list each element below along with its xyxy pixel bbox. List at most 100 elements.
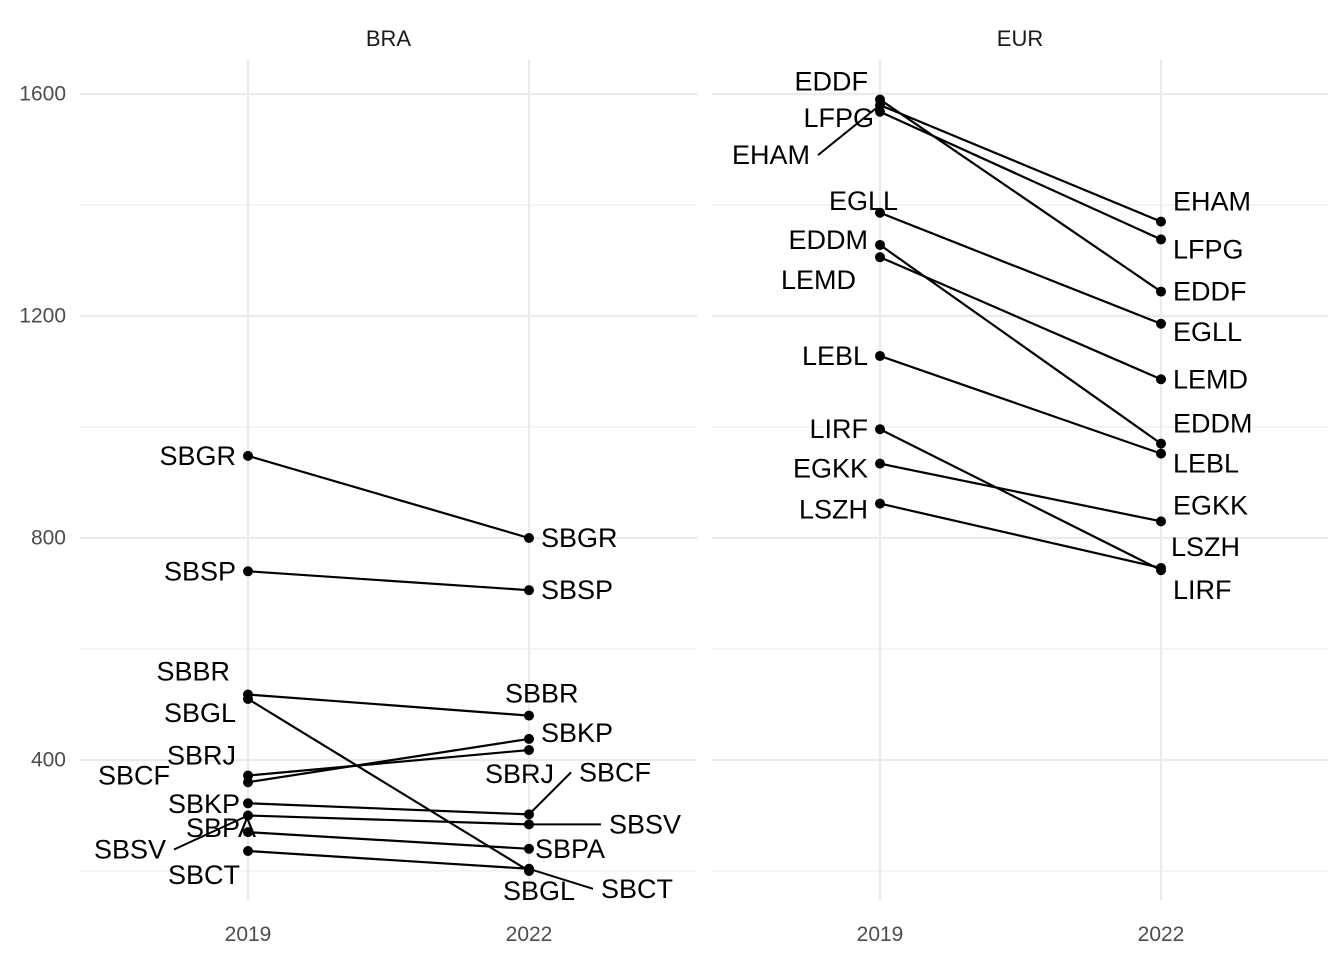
label-eddm-2019: EDDM — [789, 225, 869, 255]
label-lszh-2019: LSZH — [799, 495, 868, 525]
label-sbsp-2022: SBSP — [541, 575, 613, 605]
label-sbcf-2019: SBCF — [98, 760, 170, 790]
x-tick-label: 2022 — [506, 923, 553, 946]
point-egll-2022 — [1156, 318, 1166, 329]
point-lszh-2019 — [875, 498, 885, 509]
label-sbct-2022: SBCT — [601, 874, 673, 904]
slope-line-lirf — [879, 428, 1162, 572]
label-lfpg-2022: LFPG — [1173, 234, 1244, 264]
label-lszh-2022: LSZH — [1171, 532, 1240, 562]
point-sbpa-2022 — [524, 843, 534, 854]
label-lirf-2022: LIRF — [1173, 575, 1232, 605]
point-sbct-2019 — [243, 846, 253, 857]
x-tick-label: 2019 — [857, 923, 904, 946]
slope-line-sbpa — [247, 831, 530, 850]
label-lebl-2022: LEBL — [1173, 449, 1239, 479]
slope-line-sbgl — [247, 698, 530, 872]
label-egkk-2022: EGKK — [1173, 490, 1248, 520]
label-eddf-2019: EDDF — [795, 67, 869, 97]
label-leader — [173, 814, 249, 851]
point-sbgl-2019 — [243, 693, 253, 704]
slope-line-sbrj — [247, 748, 530, 777]
label-egkk-2019: EGKK — [793, 454, 868, 484]
label-sbrj-2022: SBRJ — [485, 759, 554, 789]
point-eddf-2022 — [1156, 286, 1166, 297]
point-lfpg-2022 — [1156, 234, 1166, 245]
label-sbpa-2022: SBPA — [535, 834, 605, 864]
point-lebl-2019 — [875, 350, 885, 361]
slope-line-sbkp — [247, 737, 530, 784]
point-lirf-2019 — [875, 424, 885, 435]
slope-line-sbct — [247, 849, 530, 870]
label-sbbr-2022: SBBR — [505, 679, 579, 709]
label-sbkp-2022: SBKP — [541, 718, 613, 748]
label-sbpa-2019: SBPA — [186, 813, 256, 843]
point-sbgr-2019 — [243, 450, 253, 461]
label-leader — [528, 771, 572, 816]
slope-line-lebl — [879, 354, 1162, 455]
point-sbsp-2022 — [524, 585, 534, 596]
point-sbsp-2019 — [243, 566, 253, 577]
label-sbgl-2022: SBGL — [503, 876, 575, 906]
point-sbpa-2019 — [243, 827, 253, 838]
panel-title-bra: BRA — [366, 26, 412, 51]
panel-title-eur: EUR — [997, 26, 1043, 51]
slope-line-sbcf — [247, 802, 530, 816]
y-tick-label: 1600 — [19, 83, 66, 106]
label-leader — [817, 104, 881, 156]
label-egll-2022: EGLL — [1173, 317, 1242, 347]
label-sbgr-2019: SBGR — [159, 441, 236, 471]
y-tick-label: 800 — [31, 527, 66, 550]
label-lebl-2019: LEBL — [802, 341, 868, 371]
point-sbkp-2022 — [524, 733, 534, 744]
label-lemd-2022: LEMD — [1173, 364, 1248, 394]
point-egkk-2019 — [875, 458, 885, 469]
label-eham-2022: EHAM — [1173, 187, 1251, 217]
y-tick-label: 400 — [31, 749, 66, 772]
label-egll-2019: EGLL — [829, 186, 898, 216]
slope-line-sbgr — [247, 454, 530, 540]
slope-line-lfpg — [879, 110, 1162, 241]
slope-line-sbsv — [247, 814, 530, 826]
slope-line-egkk — [879, 462, 1162, 523]
label-eddf-2022: EDDF — [1173, 277, 1247, 307]
label-sbgr-2022: SBGR — [541, 523, 618, 553]
slope-line-lemd — [879, 256, 1162, 381]
label-sbsv-2019: SBSV — [94, 835, 166, 865]
label-sbsp-2019: SBSP — [164, 556, 236, 586]
slope-line-sbbr — [247, 693, 530, 717]
point-lemd-2022 — [1156, 374, 1166, 385]
label-leader — [528, 867, 594, 890]
gridlines — [80, 60, 1328, 900]
label-lirf-2019: LIRF — [809, 414, 868, 444]
point-sbcf-2019 — [243, 798, 253, 809]
point-sbkp-2019 — [243, 777, 253, 788]
label-sbct-2019: SBCT — [168, 860, 240, 890]
label-eddm-2022: EDDM — [1173, 409, 1253, 439]
panel-eur-series: EDDF EDDF LFPG LFPG EHAM EHAM EGLL EGLL EDDM EDDM… — [732, 67, 1253, 606]
point-sbgr-2022 — [524, 533, 534, 543]
label-sbgl-2019: SBGL — [164, 698, 236, 728]
x-tick-label: 2022 — [1138, 923, 1185, 946]
point-eddm-2022 — [1156, 438, 1166, 449]
label-lemd-2019: LEMD — [781, 265, 856, 295]
point-egll-2019 — [875, 207, 885, 218]
point-egkk-2022 — [1156, 516, 1166, 527]
point-sbrj-2022 — [524, 745, 534, 756]
label-sbsv-2022: SBSV — [609, 809, 681, 839]
x-tick-label: 2019 — [225, 923, 272, 946]
label-sbrj-2019: SBRJ — [167, 741, 236, 771]
point-lemd-2019 — [875, 252, 885, 263]
slope-line-eddf — [879, 98, 1162, 293]
label-sbcf-2022: SBCF — [579, 757, 651, 787]
point-lebl-2022 — [1156, 448, 1166, 459]
label-eham-2019: EHAM — [732, 140, 810, 170]
point-eham-2022 — [1156, 216, 1166, 227]
point-sbbr-2022 — [524, 710, 534, 721]
label-sbkp-2019: SBKP — [168, 789, 240, 819]
label-lfpg-2019: LFPG — [803, 103, 874, 133]
point-eddm-2019 — [875, 239, 885, 250]
y-tick-label: 1200 — [19, 305, 66, 328]
label-sbbr-2019: SBBR — [156, 657, 230, 687]
